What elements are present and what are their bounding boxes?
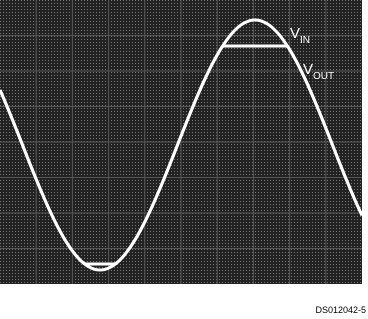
vout-label-sub: OUT (313, 71, 334, 82)
vout-label-main: V (303, 61, 313, 78)
vin-label-sub: IN (300, 35, 310, 46)
figure-caption: DS012042-5 (315, 305, 366, 315)
vin-label-main: V (290, 25, 300, 42)
oscilloscope-figure: VIN VOUT DS012042-5 (0, 0, 368, 319)
